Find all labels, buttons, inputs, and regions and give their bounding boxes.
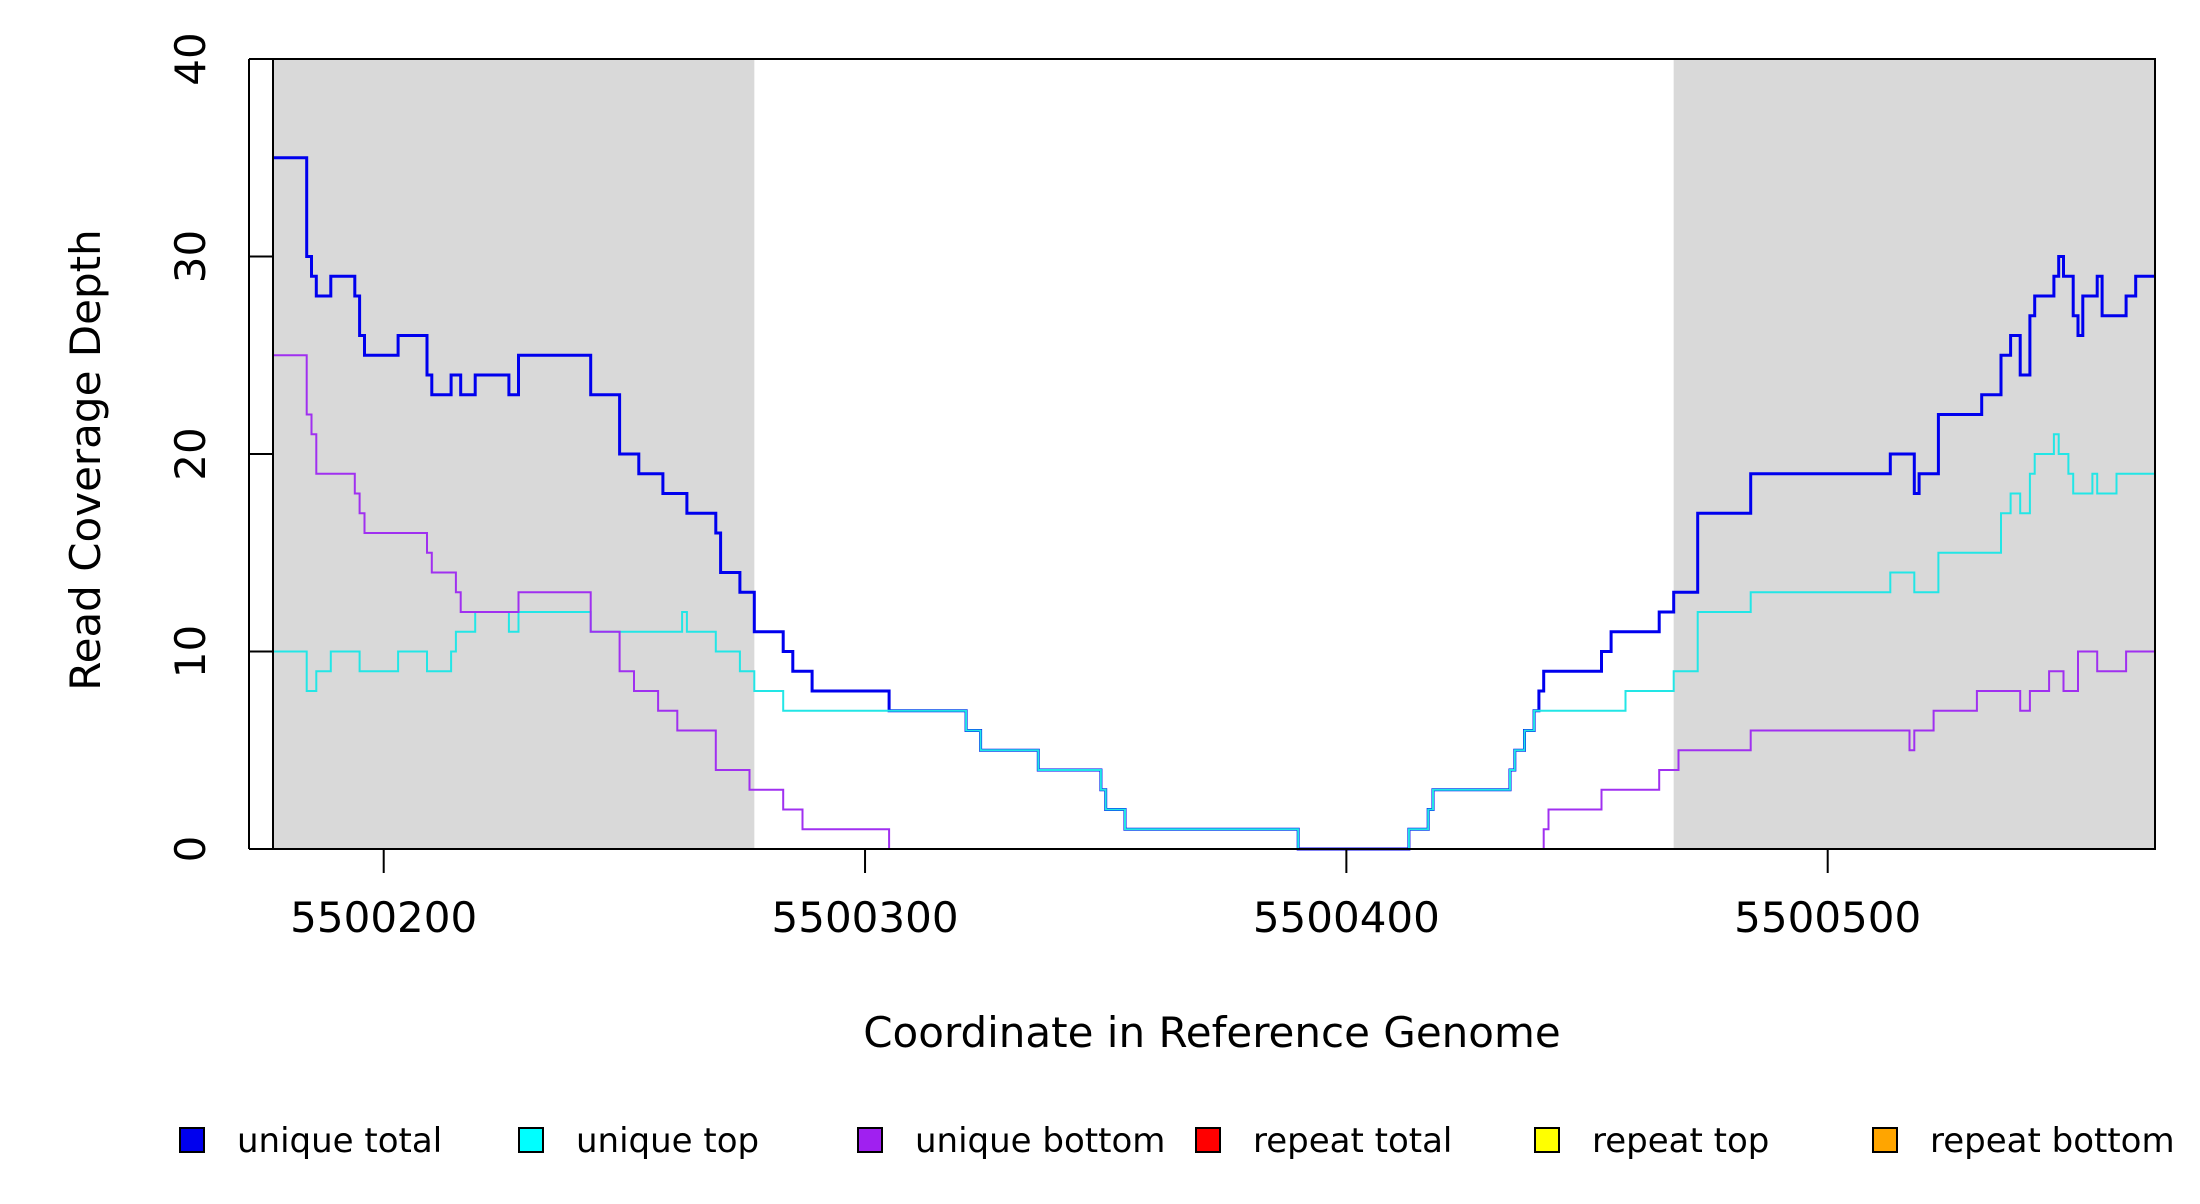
y-axis-label: Read Coverage Depth [61, 229, 110, 690]
y-tick-label: 0 [166, 836, 215, 863]
x-axis-label: Coordinate in Reference Genome [863, 1008, 1561, 1057]
legend-label: unique bottom [915, 1121, 1165, 1161]
legend-label: unique top [576, 1121, 759, 1161]
y-tick-label: 40 [166, 32, 215, 85]
legend-label: repeat bottom [1930, 1121, 2175, 1161]
legend-item-unique-bottom: unique bottom [857, 1121, 1165, 1161]
y-tick-label: 10 [166, 625, 215, 678]
shaded-region-1 [273, 59, 755, 849]
legend-label: repeat top [1592, 1121, 1769, 1161]
legend-swatch [1195, 1127, 1221, 1153]
legend-item-unique-total: unique total [179, 1121, 442, 1161]
legend-item-repeat-total: repeat total [1195, 1121, 1452, 1161]
y-axis: 0 10 20 30 40 [166, 32, 273, 862]
y-tick-label: 30 [166, 230, 215, 283]
legend-label: unique total [237, 1121, 442, 1161]
x-tick-label: 5500500 [1734, 893, 1921, 942]
y-tick-label: 20 [166, 427, 215, 480]
legend-swatch [1872, 1127, 1898, 1153]
legend-swatch [857, 1127, 883, 1153]
x-axis: 5500200 5500300 5500400 5500500 [290, 849, 1921, 942]
legend: unique total unique top unique bottom repea… [179, 1121, 2175, 1161]
legend-swatch [518, 1127, 544, 1153]
legend-item-unique-top: unique top [518, 1121, 759, 1161]
legend-swatch [1534, 1127, 1560, 1153]
legend-item-repeat-bottom: repeat bottom [1872, 1121, 2175, 1161]
x-tick-label: 5500200 [290, 893, 477, 942]
x-tick-label: 5500400 [1253, 893, 1440, 942]
legend-item-repeat-top: repeat top [1534, 1121, 1769, 1161]
series-line-unique-bottom [273, 354, 2155, 850]
legend-swatch [179, 1127, 205, 1153]
legend-label: repeat total [1253, 1121, 1452, 1161]
x-tick-label: 5500300 [772, 893, 959, 942]
